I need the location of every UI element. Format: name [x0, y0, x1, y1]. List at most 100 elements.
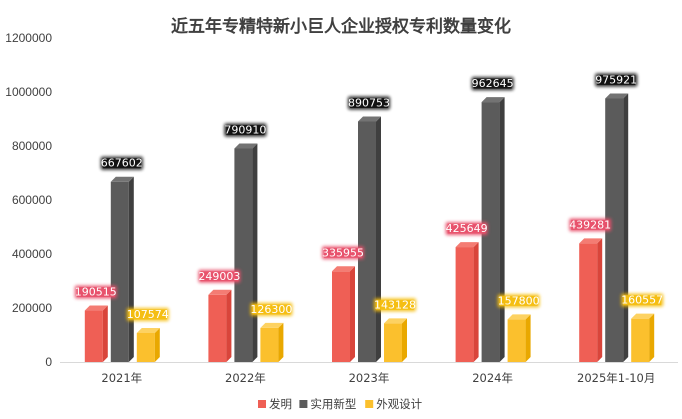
data-label-text: 790910 [224, 123, 266, 136]
bar-side [402, 318, 407, 362]
bar-front [332, 271, 350, 362]
y-tick-label: 1200000 [5, 31, 52, 45]
data-label: 667602 [100, 156, 143, 170]
legend-label: 外观设计 [376, 397, 422, 411]
chart-title: 近五年专精特新小巨人企业授权专利数量变化 [171, 16, 511, 37]
bar-utility-model-2[interactable] [358, 116, 381, 362]
data-label: 126300 [250, 302, 293, 316]
bar-side [350, 266, 355, 362]
data-label: 157800 [498, 294, 540, 308]
legend-swatch [365, 400, 374, 408]
bar-invention-1[interactable] [208, 289, 232, 362]
data-label: 975921 [595, 73, 638, 87]
data-label: 107574 [126, 307, 169, 321]
data-label-text: 126300 [250, 303, 292, 316]
bar-front [260, 327, 279, 362]
x-tick-label: 2025年1-10月 [577, 371, 655, 385]
legend-item[interactable]: 外观设计 [365, 397, 423, 411]
bar-top [507, 314, 531, 320]
y-tick-label: 0 [45, 355, 52, 369]
bar-front [234, 148, 253, 362]
y-tick-label: 400000 [12, 247, 52, 261]
bar-top [481, 97, 505, 103]
data-label: 249003 [198, 269, 241, 283]
data-label: 425649 [445, 222, 488, 236]
bar-design-3[interactable] [507, 314, 531, 362]
bar-invention-4[interactable] [579, 238, 603, 362]
legend-swatch [299, 400, 308, 408]
bar-design-0[interactable] [136, 327, 160, 362]
bar-top [384, 318, 407, 324]
bar-design-4[interactable] [631, 313, 655, 362]
bar-side [525, 314, 531, 362]
data-label: 190515 [74, 285, 117, 299]
bar-front [507, 319, 526, 362]
bar-side [102, 305, 108, 362]
bar-top [110, 176, 134, 182]
data-label: 335955 [322, 246, 364, 260]
data-labels: 190515 667602 107574 249003 790910 126300 3359… [74, 73, 664, 321]
bar-side [154, 327, 160, 362]
data-label: 962645 [471, 77, 514, 91]
data-label-text: 425649 [446, 222, 488, 235]
bar-invention-0[interactable] [84, 305, 108, 362]
x-axis: 2021年 2022年 2023年 2024年 2025年1-10月 [101, 371, 655, 385]
data-label-text: 157800 [498, 294, 540, 307]
bar-side [376, 116, 381, 362]
bar-front [481, 102, 500, 363]
bar-front [455, 247, 474, 362]
bar-utility-model-1[interactable] [234, 143, 258, 362]
bar-invention-2[interactable] [332, 266, 355, 362]
bar-front [579, 243, 598, 362]
data-label: 160557 [621, 293, 664, 307]
legend-item[interactable]: 发明 [258, 397, 292, 411]
bar-front [208, 294, 227, 362]
data-label-text: 962645 [472, 77, 514, 90]
bar-design-1[interactable] [260, 322, 284, 362]
y-tick-label: 800000 [12, 139, 52, 153]
bar-front [384, 323, 402, 362]
bar-design-2[interactable] [384, 318, 407, 362]
bar-front [84, 310, 103, 362]
data-label: 790910 [224, 123, 267, 137]
x-tick-label: 2022年 [225, 371, 266, 385]
bar-top [208, 289, 232, 295]
data-label-text: 975921 [595, 74, 637, 87]
x-tick-label: 2021年 [101, 371, 142, 385]
y-tick-label: 200000 [12, 301, 52, 315]
bar-top [455, 242, 479, 248]
bar-front [110, 181, 129, 362]
bar-side [649, 313, 655, 362]
y-tick-label: 600000 [12, 193, 52, 207]
bar-top [136, 327, 160, 333]
legend[interactable]: 发明 实用新型 外观设计 [258, 397, 423, 411]
bar-side [128, 176, 134, 362]
data-label: 439281 [569, 218, 612, 232]
bar-front [605, 98, 624, 362]
legend-label: 实用新型 [310, 397, 356, 411]
data-label-text: 335955 [322, 246, 364, 259]
data-label-text: 107574 [127, 308, 169, 321]
legend-item[interactable]: 实用新型 [299, 397, 356, 411]
bar-utility-model-0[interactable] [110, 176, 134, 362]
bar-side [226, 289, 232, 362]
bar-front [136, 332, 155, 362]
bar-top [605, 93, 629, 99]
data-label-text: 890753 [348, 96, 390, 109]
data-label-text: 143128 [374, 298, 416, 311]
bar-top [234, 143, 258, 149]
bar-top [631, 313, 655, 319]
bar-invention-3[interactable] [455, 242, 479, 362]
bar-top [84, 305, 108, 311]
bar-front [631, 318, 650, 362]
bar-side [252, 143, 258, 362]
bar-top [358, 116, 381, 122]
bar-side [278, 322, 284, 362]
bar-top [260, 322, 284, 328]
legend-swatch [258, 400, 266, 408]
bar-side [499, 97, 505, 363]
legend-label: 发明 [269, 397, 292, 411]
x-tick-label: 2024年 [472, 371, 513, 385]
